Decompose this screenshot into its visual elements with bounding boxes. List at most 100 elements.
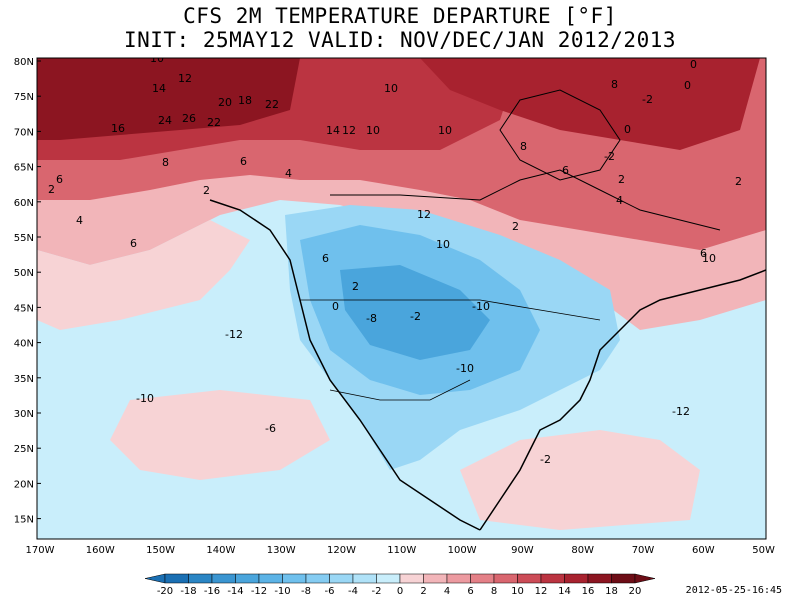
lat-tick-label: 15N (14, 515, 34, 526)
contour-label: 24 (158, 114, 172, 127)
colorbar-segment (493, 573, 518, 584)
map-frame (36, 57, 767, 540)
contour-label: 10 (384, 82, 398, 95)
lat-tick-label: 20N (14, 479, 34, 490)
lat-tick-label: 50N (14, 268, 34, 279)
colorbar-label: -6 (325, 586, 335, 597)
colorbar-label: -8 (301, 586, 311, 597)
timestamp: 2012-05-25-16:45 (685, 585, 782, 596)
colorbar-segment (164, 573, 189, 584)
contour-label: 0 (684, 79, 691, 92)
colorbar-segment (235, 573, 260, 584)
contour-label: 2 (203, 184, 210, 197)
us-canada-border (300, 299, 601, 321)
colorbar-segment (329, 573, 354, 584)
contour-label: 6 (700, 247, 707, 260)
lat-tick-label: 45N (14, 303, 34, 314)
contour-label: 6 (56, 173, 63, 186)
latitude-axis: 80N 75N 70N 65N 60N 55N 50N 45N 40N 35N 30N 25N 20N 1… (14, 57, 41, 526)
colorbar-left-arrow (144, 573, 166, 584)
colorbar-label: -14 (227, 586, 243, 597)
us-mexico-border (329, 379, 471, 401)
contour-label: 20 (218, 96, 232, 109)
contour-label: 8 (611, 78, 618, 91)
contour-label: -12 (225, 328, 243, 341)
colorbar-label: -18 (180, 586, 196, 597)
contour-label: 0 (690, 58, 697, 71)
lat-tick-label: 70N (14, 127, 34, 138)
contour-label: 6 (130, 237, 137, 250)
colorbar-label: 14 (558, 586, 571, 597)
lat-tick-label: 80N (14, 57, 34, 68)
colorbar-label: -12 (251, 586, 267, 597)
colorbar-label: 4 (444, 586, 450, 597)
colorbar-label: 2 (420, 586, 426, 597)
lon-tick-label: 150W (146, 545, 175, 556)
canada-border (330, 169, 721, 231)
colorbar-label: -16 (204, 586, 220, 597)
contour-label: 4 (616, 194, 623, 207)
contour-label: -2 (410, 310, 421, 323)
contour-label: 2 (352, 280, 359, 293)
colorbar-segment (540, 573, 565, 584)
caribbean-warm-fill (460, 430, 700, 530)
colorbar-label: -20 (157, 586, 173, 597)
colorbar-segment (258, 573, 283, 584)
contour-label: 8 (162, 156, 169, 169)
colorbar-label: -4 (348, 586, 358, 597)
lon-tick-label: 130W (267, 545, 296, 556)
coldest-region-fill (340, 265, 490, 360)
strongest-warm-fill (37, 58, 300, 140)
contour-label: 22 (265, 98, 279, 111)
colorbar-label: 8 (491, 586, 497, 597)
lon-tick-label: 50W (752, 545, 775, 556)
contour-label: 14 (152, 82, 166, 95)
contour-label: 2 (735, 175, 742, 188)
contour-label: 2 (512, 220, 519, 233)
contour-label: 4 (285, 167, 292, 180)
colorbar-label: 10 (511, 586, 524, 597)
colorbar-right-arrow (634, 573, 656, 584)
lon-tick-label: 80W (571, 545, 594, 556)
contour-label: 26 (182, 112, 196, 125)
contour-label: 16 (111, 122, 125, 135)
colorbar-segment (564, 573, 589, 584)
map-title: CFS 2M TEMPERATURE DEPARTURE [°F] (183, 4, 617, 28)
contour-label: 10 (366, 124, 380, 137)
lat-tick-label: 25N (14, 444, 34, 455)
contour-label: 10 (150, 52, 164, 65)
contour-label: 2 (618, 173, 625, 186)
contour-label: 10 (436, 238, 450, 251)
lon-tick-label: 90W (511, 545, 534, 556)
lon-tick-label: 170W (26, 545, 55, 556)
colorbar-label: 16 (582, 586, 595, 597)
lat-tick-label: 40N (14, 339, 34, 350)
lat-tick-label: 60N (14, 198, 34, 209)
contour-label: 8 (520, 140, 527, 153)
colorbar-segment (399, 573, 424, 584)
contour-label: -6 (265, 422, 276, 435)
lon-tick-label: 100W (448, 545, 477, 556)
colorbar-segment (517, 573, 542, 584)
longitude-axis: 170W 160W 150W 140W 130W 120W 110W 100W 90W 80W 70… (26, 545, 776, 556)
contour-label: 6 (322, 252, 329, 265)
contour-label: 6 (562, 164, 569, 177)
contour-label: 10 (438, 124, 452, 137)
contour-label: 0 (624, 123, 631, 136)
hudson-bay-coast (499, 89, 621, 181)
contour-label: -10 (136, 392, 154, 405)
lat-tick-label: 35N (14, 374, 34, 385)
colorbar-segment (470, 573, 495, 584)
lat-tick-label: 30N (14, 409, 34, 420)
contour-label: -12 (672, 405, 690, 418)
warm-ocean-fill (37, 220, 250, 330)
colorbar-label: 0 (397, 586, 403, 597)
contour-label: -2 (540, 453, 551, 466)
colorbar-label: -10 (274, 586, 290, 597)
contour-label: 2 (48, 183, 55, 196)
contour-label: 6 (240, 155, 247, 168)
colorbar-segment (587, 573, 612, 584)
lon-tick-label: 70W (632, 545, 655, 556)
lon-tick-label: 110W (387, 545, 416, 556)
